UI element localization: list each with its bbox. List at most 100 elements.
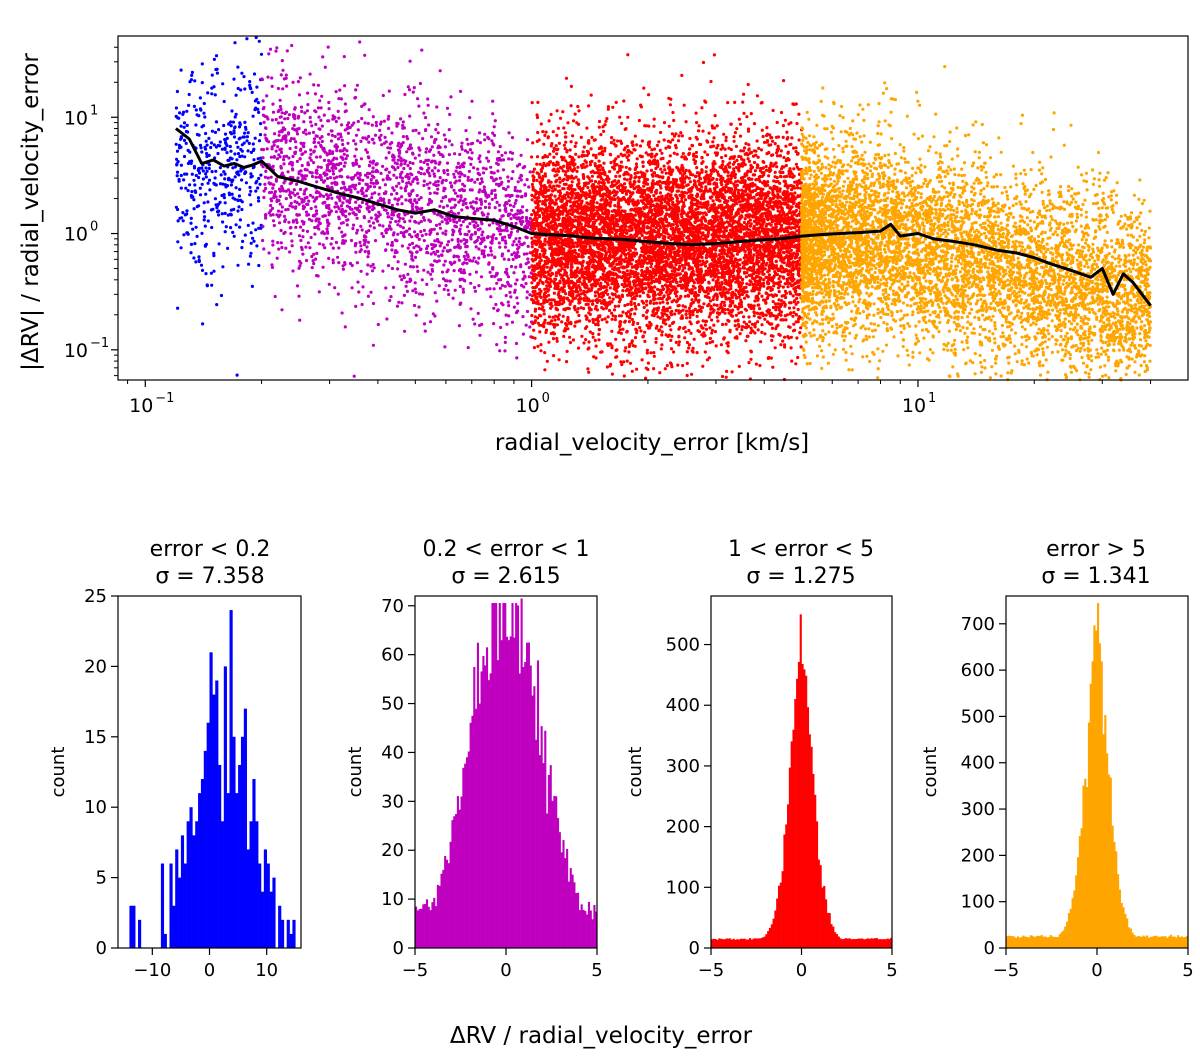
scatter-point <box>233 41 237 45</box>
scatter-point <box>354 200 358 204</box>
scatter-point <box>340 311 344 315</box>
scatter-point <box>494 302 498 307</box>
scatter-point <box>425 247 429 251</box>
scatter-point <box>490 253 494 257</box>
scatter-point <box>355 228 360 232</box>
scatter-point <box>263 114 267 118</box>
scatter-point <box>304 132 308 136</box>
scatter-point <box>652 193 656 198</box>
scatter-point <box>497 203 501 207</box>
scatter-point <box>234 186 238 190</box>
scatter-point <box>249 172 253 176</box>
scatter-point <box>204 175 208 179</box>
scatter-point <box>744 142 748 146</box>
scatter-point <box>213 130 218 134</box>
scatter-point <box>435 232 439 236</box>
scatter-point <box>246 149 250 153</box>
scatter-point <box>303 111 307 115</box>
scatter-point <box>517 245 521 249</box>
scatter-point <box>452 172 456 176</box>
scatter-point <box>585 299 589 303</box>
scatter-point <box>436 169 440 173</box>
scatter-point <box>519 209 523 213</box>
scatter-point <box>295 213 299 217</box>
scatter-point <box>384 140 388 144</box>
scatter-point <box>525 225 530 230</box>
scatter-point <box>446 172 450 176</box>
scatter-point <box>316 274 320 278</box>
scatter-point <box>523 194 528 198</box>
scatter-point <box>425 169 430 174</box>
scatter-point <box>432 250 436 254</box>
scatter-point <box>371 204 375 208</box>
scatter-point <box>248 80 252 84</box>
scatter-point <box>227 176 231 180</box>
scatter-point <box>694 207 698 211</box>
scatter-point <box>215 204 219 208</box>
scatter-point <box>367 140 371 144</box>
scatter-point <box>435 105 439 109</box>
scatter-point <box>482 236 486 240</box>
scatter-point <box>286 188 291 192</box>
scatter-point <box>299 261 303 265</box>
scatter-point <box>642 86 646 90</box>
scatter-point <box>433 191 437 195</box>
scatter-point <box>277 130 281 134</box>
scatter-point <box>200 182 204 186</box>
scatter-point <box>359 269 363 273</box>
scatter-point <box>447 153 451 157</box>
scatter-point <box>322 146 326 150</box>
scatter-point <box>313 197 318 201</box>
scatter-point <box>339 204 344 208</box>
scatter-point <box>249 231 253 235</box>
scatter-point <box>297 172 301 176</box>
scatter-point <box>444 283 448 288</box>
scatter-point <box>400 301 404 305</box>
scatter-point <box>283 219 287 224</box>
scatter-point <box>452 254 456 258</box>
scatter-point <box>553 194 557 198</box>
scatter-point <box>473 180 477 184</box>
scatter-point <box>251 142 255 146</box>
scatter-point <box>506 275 511 279</box>
scatter-point <box>232 234 236 238</box>
scatter-point <box>396 267 400 271</box>
scatter-point <box>628 315 632 319</box>
scatter-point <box>412 246 416 250</box>
scatter-point <box>199 263 204 267</box>
scatter-point <box>325 205 329 210</box>
scatter-point <box>477 256 481 260</box>
scatter-point <box>361 178 365 182</box>
scatter-point <box>507 179 511 183</box>
scatter-point <box>524 323 528 327</box>
scatter-point <box>210 225 214 230</box>
scatter-point <box>365 245 369 249</box>
scatter-point <box>327 107 331 111</box>
scatter-point <box>526 257 530 261</box>
scatter-point <box>304 258 309 263</box>
scatter-point <box>401 179 405 183</box>
scatter-point <box>492 125 496 129</box>
scatter-point <box>319 143 323 147</box>
scatter-point <box>302 199 306 203</box>
scatter-point <box>276 145 280 149</box>
scatter-point <box>458 89 463 93</box>
scatter-point <box>351 226 355 231</box>
scatter-point <box>408 143 413 147</box>
scatter-point <box>249 203 253 207</box>
scatter-point <box>452 188 456 192</box>
scatter-point <box>470 233 474 237</box>
scatter-point <box>186 130 190 134</box>
scatter-point <box>291 219 295 223</box>
scatter-point <box>403 186 407 191</box>
scatter-point <box>240 71 244 75</box>
scatter-point <box>354 250 358 254</box>
scatter-point <box>276 209 281 213</box>
scatter-point <box>624 289 628 293</box>
scatter-point <box>333 166 337 170</box>
scatter-point <box>283 230 287 234</box>
scatter-point <box>397 219 401 223</box>
scatter-point <box>437 284 441 288</box>
scatter-point <box>470 151 474 155</box>
scatter-point <box>458 227 462 231</box>
